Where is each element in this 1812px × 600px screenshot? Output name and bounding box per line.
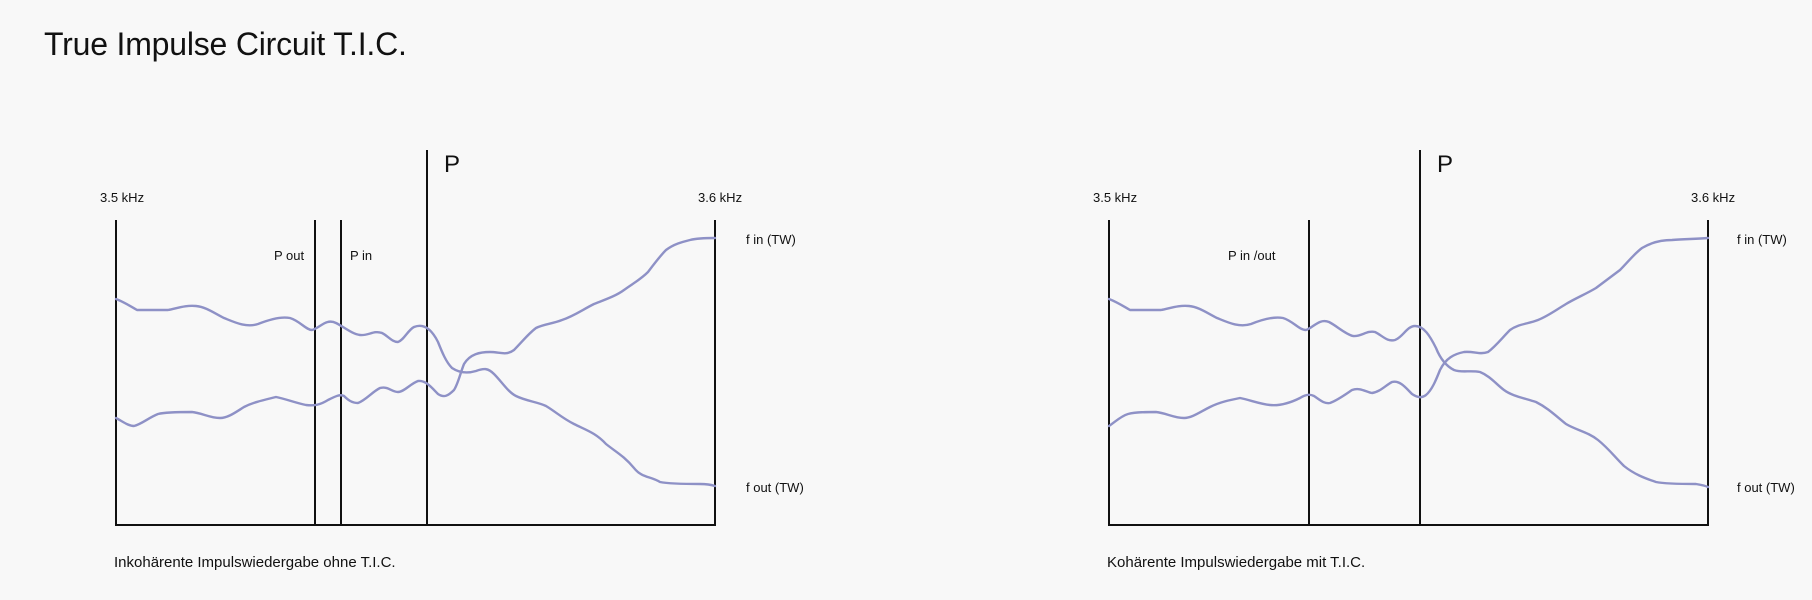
- freq-high-label: 3.6 kHz: [698, 190, 742, 205]
- caption-coherent: Kohärente Impulswiedergabe mit T.I.C.: [1107, 554, 1365, 571]
- p-in-label: P in: [350, 248, 372, 263]
- p-out-label: P out: [274, 248, 305, 263]
- curve-f-in: [1107, 236, 1710, 428]
- page-title: True Impulse Circuit T.I.C.: [44, 26, 407, 62]
- f-out-label: f out (TW): [746, 480, 804, 495]
- freq-low-label: 3.5 kHz: [100, 190, 144, 205]
- diagram-coherent: 3.5 kHz 3.6 kHz P P in /out f in (TW) f …: [1093, 150, 1795, 571]
- freq-high-label: 3.6 kHz: [1691, 190, 1735, 205]
- diagram-incoherent: 3.5 kHz 3.6 kHz P P out P in f in (TW) f…: [100, 150, 804, 571]
- p-marker-label: P: [1437, 151, 1453, 178]
- freq-low-label: 3.5 kHz: [1093, 190, 1137, 205]
- curve-f-out: [1107, 297, 1710, 489]
- f-in-label: f in (TW): [1737, 232, 1787, 247]
- p-marker-label: P: [444, 151, 460, 178]
- curve-f-in: [114, 236, 717, 428]
- p-in-out-label: P in /out: [1228, 248, 1276, 263]
- f-out-label: f out (TW): [1737, 480, 1795, 495]
- curve-f-out: [114, 297, 717, 488]
- f-in-label: f in (TW): [746, 232, 796, 247]
- caption-incoherent: Inkohärente Impulswiedergabe ohne T.I.C.: [114, 554, 396, 571]
